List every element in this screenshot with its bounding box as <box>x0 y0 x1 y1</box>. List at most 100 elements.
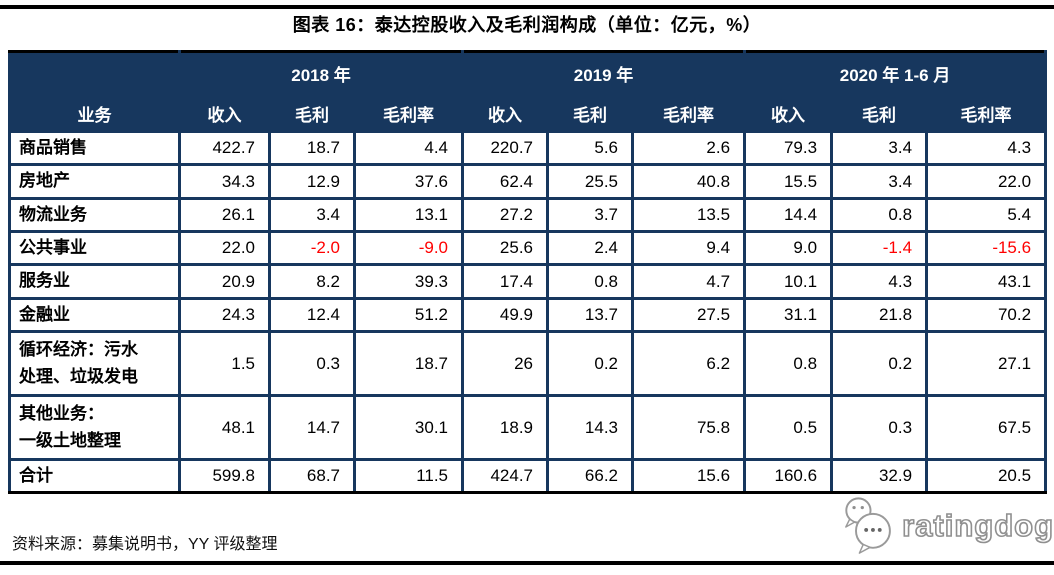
cell-value: 6.2 <box>631 330 747 398</box>
cell-value: 0.3 <box>268 330 356 398</box>
cell-value: 49.9 <box>461 296 550 334</box>
cell-value: -9.0 <box>352 230 465 267</box>
cell-value: 12.9 <box>268 163 356 200</box>
cell-value: 13.5 <box>631 196 747 234</box>
row-label: 循环经济：污水 处理、垃圾发电 <box>8 330 181 398</box>
cell-value: 24.3 <box>178 296 271 334</box>
cell-value: 14.3 <box>546 394 635 462</box>
chat-bubbles-dog-icon <box>845 497 891 554</box>
cell-value: 3.4 <box>830 163 929 200</box>
ratingdog-watermark: ratingdog <box>840 494 1054 558</box>
col-header-margin-2020h1: 毛利率 <box>925 94 1048 133</box>
col-header-margin-2018: 毛利率 <box>352 94 465 133</box>
table-row: 物流业务 26.1 3.4 13.1 27.2 3.7 13.5 14.4 0.8 5.4 <box>8 196 1048 234</box>
col-header-margin-2019: 毛利率 <box>631 94 747 133</box>
cell-value: 14.7 <box>268 394 356 462</box>
row-label: 房地产 <box>8 163 181 200</box>
cell-value: 26 <box>461 330 550 398</box>
cell-value: 66.2 <box>546 458 635 495</box>
table-header: 2018 年 2019 年 2020 年 1-6 月 业务 收入 毛利 毛利率 … <box>8 50 1048 133</box>
cell-value: 9.0 <box>743 230 834 267</box>
cell-value: 27.5 <box>631 296 747 334</box>
cell-value: 70.2 <box>925 296 1048 334</box>
revenue-margin-table: 2018 年 2019 年 2020 年 1-6 月 业务 收入 毛利 毛利率 … <box>8 50 1048 495</box>
year-group-2019: 2019 年 <box>461 50 747 97</box>
cell-value: 422.7 <box>178 129 271 167</box>
year-header-row: 2018 年 2019 年 2020 年 1-6 月 <box>8 50 1048 97</box>
cell-value: 40.8 <box>631 163 747 200</box>
cell-value: 2.6 <box>631 129 747 167</box>
cell-value: 160.6 <box>743 458 834 495</box>
cell-value: 11.5 <box>352 458 465 495</box>
table-row-total: 合计 599.8 68.7 11.5 424.7 66.2 15.6 160.6 32.9 20.… <box>8 458 1048 495</box>
cell-value: 0.2 <box>830 330 929 398</box>
cell-value: 3.4 <box>830 129 929 167</box>
cell-value: 67.5 <box>925 394 1048 462</box>
cell-value: 68.7 <box>268 458 356 495</box>
cell-value: 75.8 <box>631 394 747 462</box>
cell-value: 5.4 <box>925 196 1048 234</box>
cell-value: 32.9 <box>830 458 929 495</box>
cell-value: 25.5 <box>546 163 635 200</box>
row-label: 商品销售 <box>8 129 181 167</box>
cell-value: 424.7 <box>461 458 550 495</box>
cell-value: 27.1 <box>925 330 1048 398</box>
cell-value: 18.7 <box>268 129 356 167</box>
table-row: 商品销售 422.7 18.7 4.4 220.7 5.6 2.6 79.3 3.4 4.3 <box>8 129 1048 167</box>
cell-value: 39.3 <box>352 263 465 300</box>
metric-header-row: 业务 收入 毛利 毛利率 收入 毛利 毛利率 收入 毛利 毛利率 <box>8 94 1048 133</box>
cell-value: 79.3 <box>743 129 834 167</box>
cell-value: 4.7 <box>631 263 747 300</box>
table-row: 循环经济：污水 处理、垃圾发电 1.5 0.3 18.7 26 0.2 6.2 0.8 0.2 2… <box>8 330 1048 398</box>
cell-value: 3.7 <box>546 196 635 234</box>
cell-value: 37.6 <box>352 163 465 200</box>
cell-value: 62.4 <box>461 163 550 200</box>
cell-value: 9.4 <box>631 230 747 267</box>
col-header-revenue-2019: 收入 <box>461 94 550 133</box>
cell-value: 26.1 <box>178 196 271 234</box>
top-rule <box>0 5 1054 9</box>
cell-value: 2.4 <box>546 230 635 267</box>
cell-value: 1.5 <box>178 330 271 398</box>
row-label: 金融业 <box>8 296 181 334</box>
cell-value: 43.1 <box>925 263 1048 300</box>
cell-value: 51.2 <box>352 296 465 334</box>
cell-value: 22.0 <box>925 163 1048 200</box>
cell-value: 12.4 <box>268 296 356 334</box>
year-group-2020h1: 2020 年 1-6 月 <box>743 50 1048 97</box>
col-header-grossprofit-2018: 毛利 <box>268 94 356 133</box>
cell-value: 14.4 <box>743 196 834 234</box>
cell-value: 13.7 <box>546 296 635 334</box>
table-row: 服务业 20.9 8.2 39.3 17.4 0.8 4.7 10.1 4.3 43.1 <box>8 263 1048 300</box>
corner-cell-blank <box>8 50 181 97</box>
cell-value: -2.0 <box>268 230 356 267</box>
table-row: 房地产 34.3 12.9 37.6 62.4 25.5 40.8 15.5 3.4 22.0 <box>8 163 1048 200</box>
cell-value: 8.2 <box>268 263 356 300</box>
table-row: 其他业务： 一级土地整理 48.1 14.7 30.1 18.9 14.3 75.8 0.5 0… <box>8 394 1048 462</box>
cell-value: 5.6 <box>546 129 635 167</box>
row-label: 服务业 <box>8 263 181 300</box>
cell-value: 0.3 <box>830 394 929 462</box>
cell-value: 4.4 <box>352 129 465 167</box>
row-label: 物流业务 <box>8 196 181 234</box>
exhibit-title: 图表 16：泰达控股收入及毛利润构成（单位：亿元，%） <box>292 15 762 35</box>
cell-value: 18.7 <box>352 330 465 398</box>
row-label: 合计 <box>8 458 181 495</box>
cell-value: 34.3 <box>178 163 271 200</box>
cell-value: 0.5 <box>743 394 834 462</box>
col-header-revenue-2020h1: 收入 <box>743 94 834 133</box>
cell-value: 0.8 <box>546 263 635 300</box>
source-note: 资料来源：募集说明书，YY 评级整理 <box>12 536 278 553</box>
cell-value: 21.8 <box>830 296 929 334</box>
table-row: 公共事业 22.0 -2.0 -9.0 25.6 2.4 9.4 9.0 -1.4 -15.6 <box>8 230 1048 267</box>
cell-value: -1.4 <box>830 230 929 267</box>
cell-value: 13.1 <box>352 196 465 234</box>
cell-value: 15.6 <box>631 458 747 495</box>
bottom-rule <box>0 561 1054 565</box>
cell-value: 30.1 <box>352 394 465 462</box>
cell-value: 220.7 <box>461 129 550 167</box>
cell-value: 18.9 <box>461 394 550 462</box>
row-label: 公共事业 <box>8 230 181 267</box>
business-column-header: 业务 <box>8 94 181 133</box>
cell-value: 0.8 <box>830 196 929 234</box>
